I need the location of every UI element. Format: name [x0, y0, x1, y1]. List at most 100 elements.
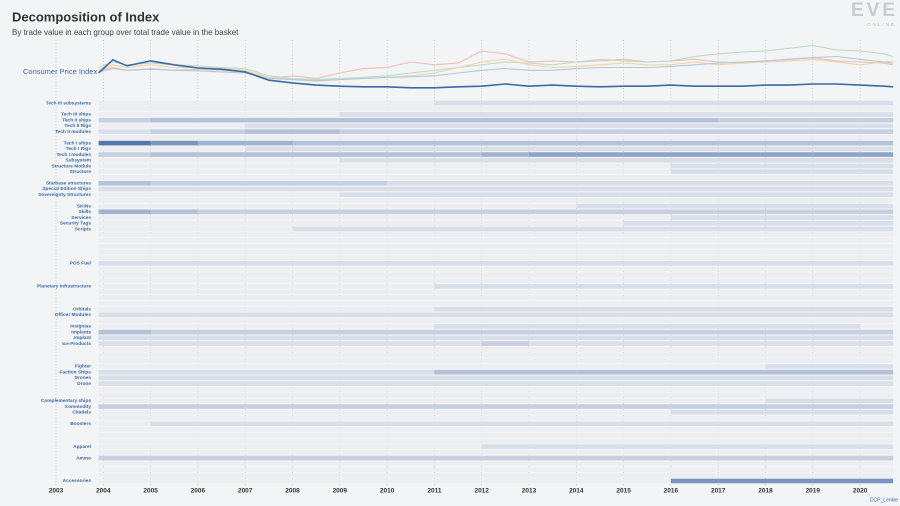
heat-cell [339, 461, 388, 467]
heat-cell [150, 209, 198, 215]
heat-cell [245, 106, 293, 112]
heat-cell [529, 135, 577, 140]
heat-cell [576, 318, 624, 323]
heat-cell [718, 306, 766, 312]
heat-cell [434, 329, 482, 335]
heat-cell [718, 392, 766, 398]
heat-cell [292, 404, 340, 409]
heat-cell [245, 421, 293, 427]
heat-cell [860, 289, 894, 295]
heat-cell [860, 358, 894, 364]
heat-cell [481, 112, 529, 117]
heat-cell [529, 192, 577, 197]
heat-cell [245, 272, 293, 278]
heat-cell [576, 163, 624, 169]
heat-cell [292, 455, 340, 461]
heat-cell [670, 278, 719, 283]
heat-cell [150, 215, 198, 220]
heat-cell [529, 198, 577, 203]
row-label: Tech I Rigs [66, 146, 92, 152]
heat-cell [718, 266, 766, 272]
heat-cell [98, 255, 151, 260]
heat-cell [860, 432, 894, 438]
x-tick-label: 2008 [285, 488, 300, 495]
heat-cell [292, 146, 340, 152]
heat-cell [529, 472, 577, 478]
heat-cell [529, 387, 577, 392]
heat-cell [718, 301, 766, 306]
heat-cell [387, 209, 435, 215]
heat-cell [339, 335, 388, 341]
heat-cell [98, 295, 151, 301]
heat-cell [245, 283, 293, 289]
heat-cell [718, 238, 766, 243]
heat-cell [718, 375, 766, 381]
heat-cell [529, 364, 577, 369]
heat-cell [98, 467, 151, 472]
heat-cell [670, 152, 719, 157]
heat-cell [623, 455, 671, 461]
heat-cell [292, 180, 340, 186]
heat-cell [576, 278, 624, 283]
heat-cell [98, 324, 151, 329]
heat-cell [387, 100, 435, 106]
heat-cell [529, 478, 577, 484]
heat-cell [98, 404, 151, 409]
row-label: Boosters [70, 421, 91, 427]
heat-cell [197, 140, 246, 146]
heat-cell [150, 169, 198, 175]
heat-cell [98, 450, 151, 455]
heat-cell [765, 255, 813, 260]
heat-cell [623, 427, 671, 432]
heat-cell [623, 306, 671, 312]
heat-cell [765, 324, 813, 329]
heat-cell [576, 324, 624, 329]
heat-cell [150, 192, 198, 197]
heat-cell [670, 255, 719, 260]
heat-cell [718, 255, 766, 260]
heat-cell [765, 146, 813, 152]
heat-cell [718, 358, 766, 364]
heat-cell [623, 295, 671, 301]
heat-cell [98, 392, 151, 398]
heat-cell [718, 215, 766, 220]
heat-cell [98, 398, 151, 404]
heat-cell [245, 398, 293, 404]
heat-cell [197, 352, 246, 358]
heat-cell [387, 427, 435, 432]
heat-cell [623, 404, 671, 409]
heat-cell [387, 375, 435, 381]
heat-cell [860, 198, 894, 203]
heat-cell [98, 427, 151, 432]
heat-cell [623, 129, 671, 134]
heat-cell [623, 324, 671, 329]
row-label: Services [71, 215, 91, 221]
heat-cell [197, 461, 246, 467]
heat-cell [245, 324, 293, 329]
heat-cell [529, 415, 577, 421]
heat-cell [387, 398, 435, 404]
heat-cell [623, 112, 671, 117]
heat-cell [434, 398, 482, 404]
heat-cell [481, 135, 529, 140]
heat-cell [387, 215, 435, 220]
heat-cell [812, 324, 861, 329]
heat-cell [197, 312, 246, 318]
heat-cell [481, 180, 529, 186]
heat-cell [623, 209, 671, 215]
heat-cell [765, 312, 813, 318]
heat-cell [576, 261, 624, 266]
heat-cell [434, 272, 482, 278]
heat-cell [765, 369, 813, 375]
heat-cell [387, 249, 435, 255]
row-label: Skills [78, 209, 91, 215]
heat-cell [245, 387, 293, 392]
heat-cell [860, 152, 894, 157]
heat-cell [98, 238, 151, 243]
row-label: Tech II ships [62, 117, 91, 123]
heat-cell [434, 432, 482, 438]
heat-cell [670, 324, 719, 329]
heat-cell [718, 157, 766, 163]
heat-cell [623, 438, 671, 444]
heat-cell [197, 152, 246, 157]
